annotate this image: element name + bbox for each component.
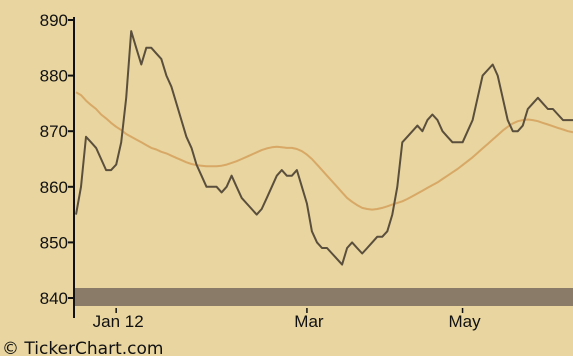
y-tick-label: 850 bbox=[40, 233, 68, 252]
x-tick-label: Mar bbox=[294, 312, 324, 331]
y-tick-label: 840 bbox=[40, 289, 68, 308]
x-axis: Jan 12 Mar May bbox=[93, 308, 481, 331]
copyright-credit: © TickerChart.com bbox=[2, 339, 163, 356]
volume-band bbox=[74, 288, 573, 306]
y-tick-label: 880 bbox=[40, 67, 68, 86]
y-tick-label: 890 bbox=[40, 11, 68, 30]
plot-area bbox=[74, 30, 573, 306]
y-tick-label: 870 bbox=[40, 122, 68, 141]
y-axis: 890 880 870 860 850 840 bbox=[40, 11, 75, 318]
y-tick-label: 860 bbox=[40, 178, 68, 197]
price-line bbox=[75, 30, 573, 266]
x-tick-label: May bbox=[448, 312, 481, 331]
moving-average-line bbox=[75, 91, 573, 211]
x-tick-label: Jan 12 bbox=[93, 312, 144, 331]
